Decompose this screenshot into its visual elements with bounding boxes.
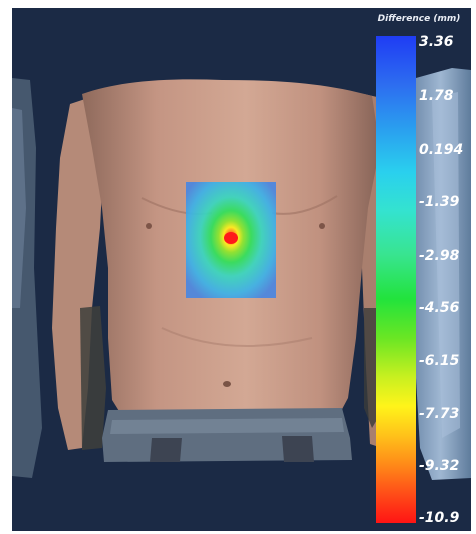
colorbar-tick: -6.15	[419, 353, 460, 369]
colorbar-tick: -1.39	[419, 194, 460, 210]
colorbar-tick: -10.9	[419, 510, 460, 526]
colorbar-tick: 0.194	[419, 142, 464, 158]
colorbar-tick: 3.36	[419, 34, 454, 50]
colorbar-tick: -2.98	[419, 248, 460, 264]
colorbar-tick: -9.32	[419, 458, 460, 474]
colorbar-title: Difference (mm)	[377, 14, 461, 24]
colorbar-tick: 1.78	[419, 88, 454, 104]
colorbar-tick: -4.56	[419, 300, 460, 316]
colorbar-legend: Difference (mm) 3.36 1.78 0.194 -1.39 -2…	[367, 8, 471, 531]
scan-viewport: Difference (mm) 3.36 1.78 0.194 -1.39 -2…	[12, 8, 471, 531]
colorbar-tick: -7.73	[419, 406, 460, 422]
colorbar-gradient	[376, 36, 416, 523]
